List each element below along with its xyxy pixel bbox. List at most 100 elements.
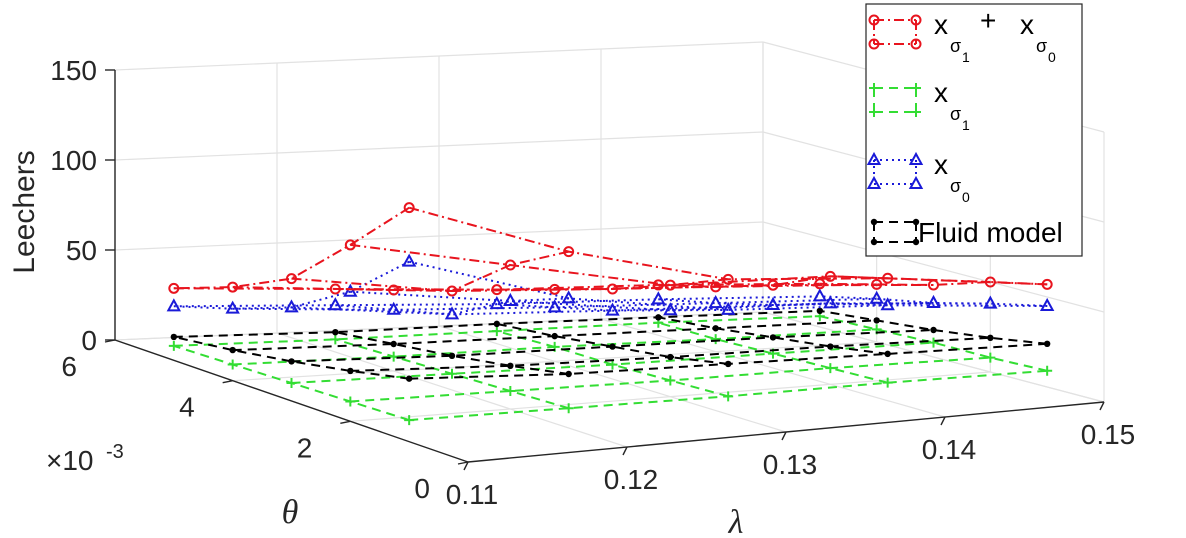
data-point bbox=[607, 283, 618, 295]
data-point bbox=[816, 307, 824, 314]
y-tick-label: 6 bbox=[61, 351, 77, 382]
data-point bbox=[563, 403, 574, 414]
x-tick-label: 0.11 bbox=[446, 479, 498, 510]
legend-subscript-index: 0 bbox=[962, 189, 970, 205]
data-point bbox=[166, 298, 182, 312]
data-point bbox=[225, 300, 240, 314]
data-point bbox=[722, 273, 734, 285]
y-exponent-power: -3 bbox=[106, 441, 124, 463]
data-point bbox=[447, 368, 457, 379]
x-tick bbox=[1099, 401, 1105, 411]
x-tick bbox=[622, 446, 628, 456]
data-point bbox=[873, 317, 880, 324]
y-tick bbox=[222, 379, 233, 384]
series-line bbox=[658, 275, 888, 288]
data-point bbox=[910, 38, 922, 50]
data-point bbox=[884, 350, 891, 358]
data-point bbox=[491, 284, 503, 296]
legend-subscript: σ bbox=[1036, 36, 1047, 56]
data-point bbox=[868, 38, 880, 50]
data-point bbox=[1043, 340, 1051, 347]
data-point bbox=[605, 302, 620, 316]
x-tick-label: 0.15 bbox=[1081, 419, 1136, 450]
x-tick bbox=[463, 461, 469, 471]
series-line bbox=[496, 303, 729, 312]
legend-box bbox=[865, 3, 1083, 257]
data-point bbox=[561, 290, 576, 304]
x-tick-label: 0.14 bbox=[922, 434, 977, 465]
gridline bbox=[600, 318, 946, 418]
data-point bbox=[332, 329, 339, 336]
data-point bbox=[284, 299, 299, 313]
data-point bbox=[869, 107, 879, 117]
data-point bbox=[908, 151, 924, 165]
data-point bbox=[985, 352, 996, 363]
series-line bbox=[408, 260, 1048, 311]
data-point bbox=[912, 218, 920, 226]
legend-label: x bbox=[1020, 9, 1034, 40]
data-point bbox=[983, 295, 998, 309]
data-point bbox=[347, 367, 354, 375]
data-point bbox=[609, 343, 616, 350]
legend-item: Fluid model bbox=[870, 217, 1063, 248]
data-point bbox=[446, 285, 458, 297]
gridline bbox=[438, 325, 787, 433]
data-point bbox=[812, 288, 828, 302]
series-line bbox=[173, 282, 820, 291]
data-point bbox=[651, 291, 666, 305]
data-point bbox=[911, 107, 921, 117]
data-point bbox=[720, 301, 736, 315]
legend-label: x bbox=[934, 149, 948, 180]
data-point bbox=[227, 359, 238, 370]
data-point bbox=[551, 332, 558, 340]
data-point bbox=[911, 83, 921, 93]
data-point bbox=[880, 297, 895, 311]
data-point bbox=[448, 352, 456, 359]
data-point bbox=[870, 238, 878, 246]
data-point bbox=[344, 239, 356, 251]
legend-item: xσ1+ xσ0 bbox=[868, 5, 1056, 65]
y-tick bbox=[457, 461, 469, 465]
data-point bbox=[491, 326, 502, 337]
y-axis-line bbox=[114, 339, 469, 463]
legend-subscript: σ bbox=[950, 176, 961, 196]
data-point bbox=[168, 282, 180, 294]
data-point bbox=[507, 362, 514, 369]
data-point bbox=[1041, 278, 1053, 290]
gridline bbox=[762, 311, 1105, 403]
data-point bbox=[404, 415, 415, 426]
data-point bbox=[288, 358, 295, 365]
data-point bbox=[912, 238, 920, 246]
series-0 bbox=[168, 202, 1053, 297]
data-point bbox=[403, 202, 415, 214]
data-point bbox=[489, 295, 505, 310]
x-tick-label: 0.12 bbox=[604, 464, 659, 495]
y-exponent-base: ×10 bbox=[46, 445, 94, 476]
data-point bbox=[910, 14, 922, 26]
data-point bbox=[343, 283, 358, 297]
y-tick-label: 4 bbox=[179, 392, 195, 423]
y-tick-label: 2 bbox=[297, 432, 313, 463]
data-point bbox=[667, 353, 674, 361]
data-point bbox=[328, 297, 343, 311]
data-point bbox=[563, 246, 575, 258]
gridline bbox=[350, 371, 991, 422]
series-line bbox=[819, 280, 1048, 287]
legend-label: x bbox=[934, 9, 948, 40]
series-layer bbox=[166, 202, 1055, 426]
y-axis-label: θ bbox=[282, 494, 299, 531]
series-line bbox=[819, 309, 1048, 345]
z-tick-label: 100 bbox=[50, 145, 97, 176]
data-point bbox=[926, 294, 941, 308]
data-point bbox=[330, 334, 341, 345]
legend-subscript-index: 0 bbox=[1048, 49, 1056, 65]
legend-item: xσ0 bbox=[866, 149, 970, 205]
gridline bbox=[114, 221, 764, 251]
data-point bbox=[505, 386, 516, 396]
data-point bbox=[493, 320, 501, 328]
x-tick bbox=[940, 416, 946, 426]
data-point bbox=[388, 284, 400, 296]
series-line bbox=[658, 321, 888, 384]
series-line bbox=[291, 277, 934, 293]
